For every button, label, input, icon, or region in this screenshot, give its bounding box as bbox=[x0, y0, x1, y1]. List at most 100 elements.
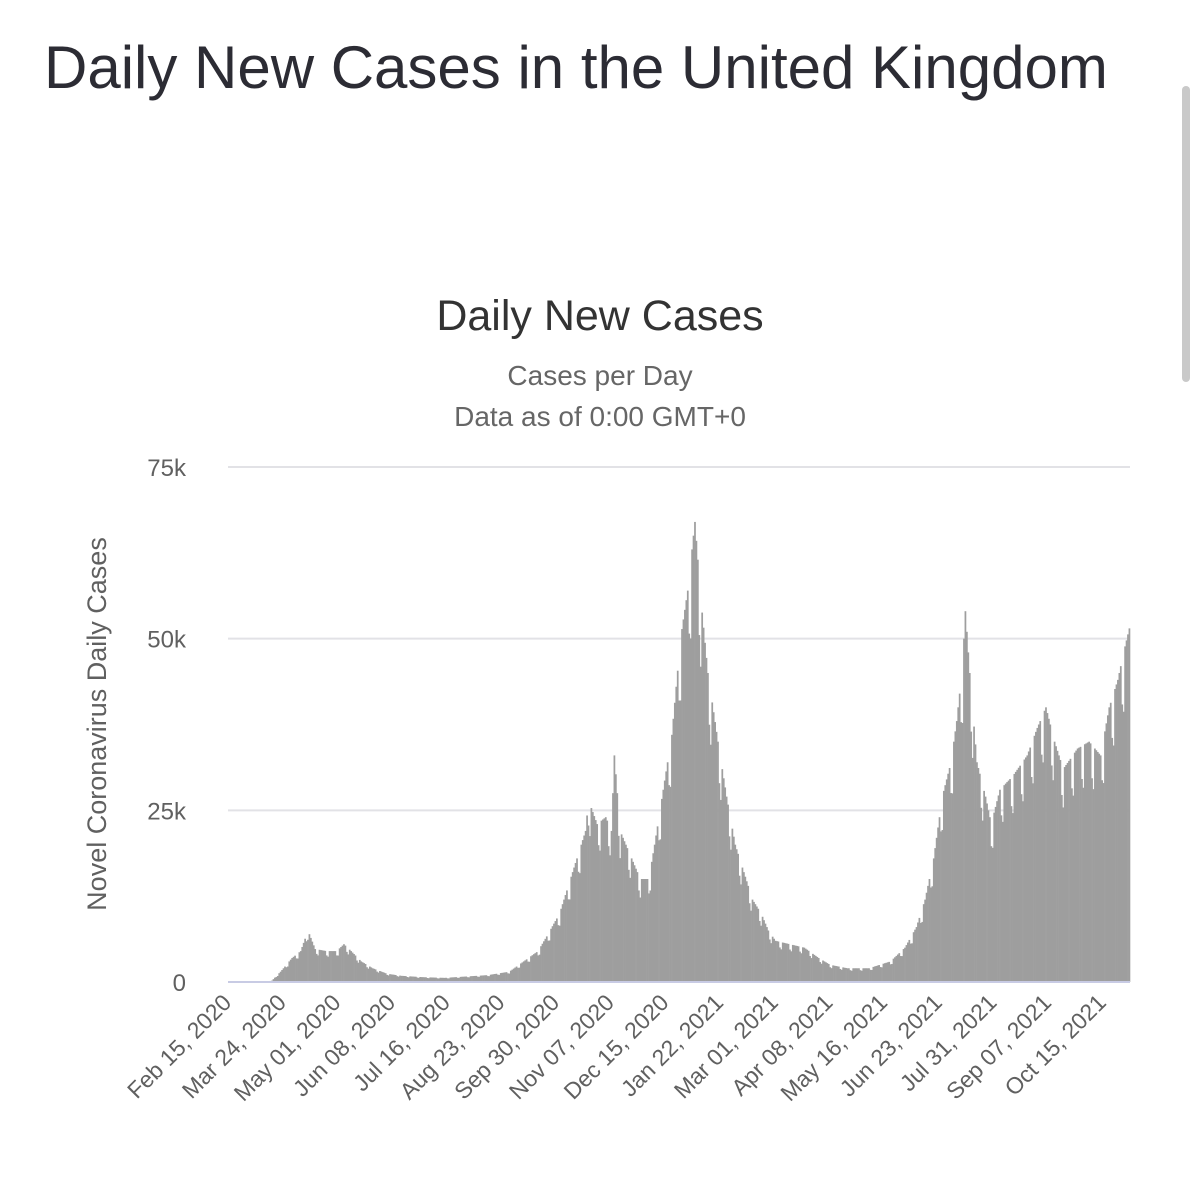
bar bbox=[731, 828, 734, 982]
bar bbox=[673, 702, 676, 982]
bar bbox=[614, 774, 617, 982]
bar bbox=[374, 969, 377, 982]
bar bbox=[325, 955, 328, 982]
bar bbox=[399, 975, 401, 982]
bar bbox=[512, 968, 515, 982]
bar bbox=[640, 879, 643, 982]
bar bbox=[934, 848, 937, 982]
bar bbox=[307, 939, 309, 982]
bar bbox=[314, 949, 317, 982]
bar bbox=[849, 970, 852, 982]
bar bbox=[448, 978, 450, 982]
bar bbox=[274, 977, 276, 982]
bar bbox=[403, 976, 406, 982]
bar bbox=[1111, 737, 1114, 982]
bar bbox=[770, 943, 773, 982]
bar bbox=[1066, 762, 1069, 982]
bar bbox=[402, 975, 404, 982]
chart-subtitle-line2: Data as of 0:00 GMT+0 bbox=[454, 401, 746, 432]
bar bbox=[833, 965, 836, 982]
bar bbox=[1000, 815, 1003, 982]
bar bbox=[351, 952, 354, 982]
bar bbox=[942, 790, 945, 982]
y-axis-label: Novel Coronavirus Daily Cases bbox=[82, 537, 112, 911]
scrollbar[interactable] bbox=[1182, 86, 1190, 382]
bar bbox=[619, 858, 622, 982]
bar bbox=[1042, 762, 1044, 982]
bar bbox=[383, 972, 386, 982]
bar bbox=[780, 949, 783, 982]
bar bbox=[1109, 702, 1112, 982]
bar bbox=[324, 950, 327, 982]
bar bbox=[735, 849, 738, 982]
bar bbox=[335, 955, 338, 982]
bar bbox=[858, 968, 860, 982]
bar bbox=[459, 976, 462, 982]
bar bbox=[426, 977, 429, 982]
y-tick-label: 25k bbox=[147, 798, 187, 825]
bar bbox=[809, 956, 811, 982]
bar bbox=[830, 968, 833, 982]
bar bbox=[560, 908, 563, 982]
bar bbox=[711, 702, 714, 982]
bar bbox=[820, 963, 823, 982]
bar bbox=[566, 890, 568, 982]
bar bbox=[368, 966, 371, 982]
bar bbox=[816, 956, 819, 982]
bar bbox=[966, 631, 968, 982]
bar bbox=[331, 951, 334, 982]
bar bbox=[1048, 718, 1050, 982]
bar bbox=[938, 817, 941, 982]
bar bbox=[648, 893, 650, 982]
bar bbox=[338, 948, 341, 982]
bar bbox=[1036, 727, 1039, 982]
bar bbox=[371, 968, 374, 982]
bar bbox=[1032, 783, 1034, 982]
bar bbox=[727, 804, 729, 982]
bar bbox=[1104, 731, 1106, 982]
bar bbox=[878, 965, 880, 982]
bar bbox=[1091, 778, 1093, 982]
bar bbox=[561, 904, 564, 982]
bar bbox=[1105, 723, 1108, 982]
bar bbox=[356, 960, 358, 982]
bar bbox=[669, 786, 672, 982]
bar bbox=[1121, 704, 1124, 982]
bar bbox=[520, 963, 522, 982]
bar bbox=[489, 974, 492, 982]
bar bbox=[954, 731, 957, 982]
bar bbox=[591, 812, 594, 982]
bar bbox=[704, 642, 706, 982]
bar bbox=[377, 972, 380, 982]
bar bbox=[931, 886, 934, 982]
bar bbox=[918, 917, 921, 982]
bar bbox=[357, 962, 360, 982]
bar bbox=[281, 969, 283, 982]
bar bbox=[1076, 748, 1079, 982]
bar bbox=[879, 967, 882, 982]
bar bbox=[466, 977, 469, 982]
bar bbox=[937, 827, 939, 982]
bar bbox=[584, 830, 587, 982]
bar bbox=[530, 956, 532, 982]
bar bbox=[813, 954, 816, 982]
bar bbox=[348, 949, 351, 982]
bar bbox=[709, 744, 712, 982]
bar bbox=[610, 830, 613, 982]
bar bbox=[330, 951, 332, 982]
bar bbox=[497, 974, 499, 982]
bar bbox=[829, 967, 832, 982]
bar bbox=[541, 943, 544, 982]
bar bbox=[392, 974, 394, 982]
bar bbox=[919, 922, 922, 982]
bar bbox=[361, 962, 364, 982]
bar bbox=[517, 967, 519, 982]
bar bbox=[630, 858, 633, 982]
bar bbox=[652, 853, 655, 982]
bar bbox=[1081, 779, 1083, 982]
bar bbox=[396, 976, 399, 982]
bar bbox=[568, 899, 571, 982]
bar bbox=[1088, 741, 1091, 982]
bar bbox=[760, 925, 763, 982]
bar bbox=[557, 925, 560, 982]
